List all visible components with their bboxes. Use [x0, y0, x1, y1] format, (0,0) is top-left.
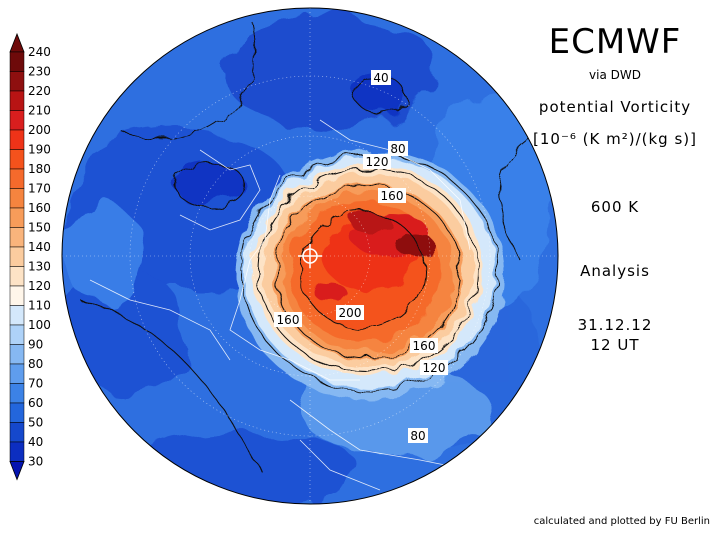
model-title: ECMWF [548, 22, 682, 62]
colorbar-swatch [9, 246, 25, 267]
colorbar-top-arrow [9, 32, 25, 53]
colorbar-tick-label: 110 [28, 299, 51, 313]
source-subtitle: via DWD [589, 68, 641, 82]
colorbar-swatch [9, 422, 25, 443]
colorbar-tick-label: 130 [28, 260, 51, 274]
contour-label-box [336, 305, 364, 320]
colorbar-swatch [9, 324, 25, 345]
colorbar-tick-label: 80 [28, 357, 43, 371]
colorbar-tick-label: 40 [28, 435, 43, 449]
coastlines [89, 119, 471, 491]
colorbar-tick-label: 230 [28, 65, 51, 79]
colorbar-swatch [9, 344, 25, 365]
colorbar-swatch [9, 51, 25, 72]
contour-label-box [371, 70, 391, 85]
colorbar-swatch [9, 71, 25, 92]
date-label: 31.12.12 [577, 316, 653, 334]
contour-label: 160 [381, 189, 404, 203]
colorbar-swatch [9, 168, 25, 189]
contour-label: 120 [366, 155, 389, 169]
colorbar-tick-label: 160 [28, 201, 51, 215]
contour-label-box [378, 188, 406, 203]
contour-label-box [408, 428, 428, 443]
colorbar-tick-label: 30 [28, 455, 43, 469]
units-label: [10⁻⁶ (K m²)/(kg s)] [533, 130, 697, 148]
colorbar-swatch [9, 207, 25, 228]
colorbar-tick-label: 210 [28, 104, 51, 118]
colorbar-swatch [9, 441, 25, 462]
colorbar-swatch [9, 383, 25, 404]
colorbar-tick-label: 50 [28, 416, 43, 430]
contour-label-box [420, 360, 448, 375]
colorbar-tick-label: 60 [28, 396, 43, 410]
contour-label: 160 [277, 313, 300, 327]
colorbar-tick-label: 150 [28, 221, 51, 235]
colorbar-tick-label: 190 [28, 143, 51, 157]
colorbar-tick-label: 220 [28, 84, 51, 98]
colorbar-tick-label: 140 [28, 240, 51, 254]
colorbar-tick-label: 70 [28, 377, 43, 391]
colorbar-swatch [9, 149, 25, 170]
colorbar-swatch [9, 363, 25, 384]
contour-label-box [274, 312, 302, 327]
colorbar-swatch [9, 305, 25, 326]
colorbar-tick-label: 200 [28, 123, 51, 137]
contour-label: 200 [339, 306, 362, 320]
contour-label: 80 [410, 429, 425, 443]
credit-label: calculated and plotted by FU Berlin [533, 516, 710, 527]
north-pole-marker [298, 244, 322, 268]
contour-label-box [363, 154, 391, 169]
colorbar-tick-label: 180 [28, 162, 51, 176]
contour-label: 80 [390, 142, 405, 156]
colorbar-tick-label: 240 [28, 45, 51, 59]
analysis-type-label: Analysis [580, 262, 650, 280]
colorbar-tick-label: 90 [28, 338, 43, 352]
colorbar-swatch [9, 227, 25, 248]
colorbar-swatch [9, 266, 25, 287]
colorbar-tick-label: 100 [28, 318, 51, 332]
colorbar-tick-label: 120 [28, 279, 51, 293]
colorbar-swatch [9, 129, 25, 150]
colorbar-swatch [9, 188, 25, 209]
colorbar-swatch [9, 402, 25, 423]
colorbar: 240 230 220 210 200 190 180 170 160 150 140 130 120 1… [9, 32, 51, 481]
colorbar-tick-label: 170 [28, 182, 51, 196]
contour-label-box [388, 141, 408, 156]
contour-label: 160 [413, 339, 436, 353]
colorbar-swatch [9, 110, 25, 131]
contour-label-box [410, 338, 438, 353]
level-label: 600 K [590, 198, 640, 216]
map-disk [62, 8, 558, 504]
time-label: 12 UT [590, 336, 640, 354]
colorbar-bottom-arrow [9, 461, 25, 481]
colorbar-swatch [9, 285, 25, 306]
contour-label: 40 [373, 71, 388, 85]
colorbar-swatch [9, 90, 25, 111]
contour-label: 120 [423, 361, 446, 375]
quantity-label: potential Vorticity [538, 98, 692, 116]
polar-vortex [235, 150, 505, 400]
